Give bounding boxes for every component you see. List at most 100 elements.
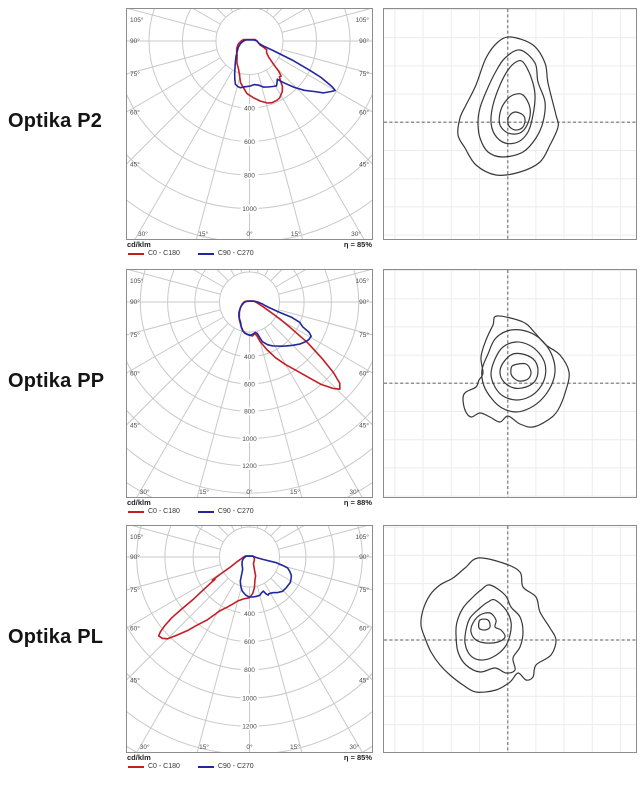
angle-tick-label: 45° [130, 422, 140, 430]
angle-tick-label: 105° [356, 16, 370, 24]
angle-tick-label: 60° [130, 369, 140, 377]
isocandela-contour-level-3 [490, 59, 536, 145]
polar-legend: cd/klm η = 85% C0 - C180 C90 - C270 [126, 753, 373, 771]
radial-tick-label: 400 [244, 105, 255, 112]
angle-tick-label: 45° [130, 677, 140, 685]
angle-tick-label: 105° [356, 533, 370, 541]
angle-tick-label: 0° [246, 488, 253, 496]
c0-c180-curve [235, 38, 284, 104]
radial-tick-label: 400 [244, 354, 255, 361]
angle-tick-label: 90° [359, 37, 369, 45]
angle-tick-label: 15° [291, 230, 301, 238]
radial-tick-label: 800 [244, 667, 255, 674]
isocandela-contour-level-5 [477, 618, 491, 631]
angle-tick-label: 90° [130, 553, 140, 561]
isocandela-contour-level-2 [477, 49, 546, 158]
radial-tick-label: 1200 [242, 724, 257, 731]
angle-tick-label: 30° [351, 230, 361, 238]
c90-c270-swatch [197, 252, 214, 256]
angle-tick-label: 105° [130, 533, 144, 541]
polar-intensity-chart: 400 600 800 1000 1200 105° 105° 90° 90° 75° 75° 60°… [126, 525, 373, 753]
isocandela-contour-level-2 [455, 584, 524, 674]
isocandela-contour-level-2 [481, 329, 556, 413]
angle-tick-label: 105° [130, 277, 144, 285]
polar-grid: 400 600 800 1000 105° 105° 90° 90° 75° 75° 60° 60° 4… [127, 9, 372, 239]
polar-grid: 400 600 800 1000 1200 105° 105° 90° 90° 75° 75° 60°… [127, 270, 372, 497]
polar-intensity-chart: 400 600 800 1000 1200 105° 105° 90° 90° 75° 75° 60°… [126, 269, 373, 498]
angle-tick-label: 15° [290, 488, 300, 496]
legend-item-c90: C90 - C270 [217, 763, 254, 770]
c90-c270-curve [238, 300, 312, 347]
isocandela-contour-level-1 [462, 315, 570, 428]
isocandela-contour-level-4 [470, 612, 506, 644]
angle-tick-label: 75° [130, 331, 140, 339]
efficiency-label: η = 88% [343, 498, 372, 507]
angle-tick-label: 15° [199, 743, 209, 751]
radial-tick-label: 1000 [242, 206, 257, 213]
isocandela-contour-level-1 [457, 36, 559, 176]
angle-tick-label: 30° [349, 743, 359, 751]
angle-tick-label: 15° [198, 230, 208, 238]
angle-tick-label: 105° [356, 277, 370, 285]
angle-tick-label: 30° [140, 743, 150, 751]
isocandela-contour-chart [383, 8, 637, 240]
unit-label: cd/klm [127, 240, 151, 249]
angle-tick-label: 75° [359, 70, 369, 78]
angle-tick-label: 15° [290, 743, 300, 751]
radial-tick-label: 1000 [242, 695, 257, 702]
angle-tick-label: 90° [130, 298, 140, 306]
angle-tick-label: 60° [359, 108, 369, 116]
radial-tick-label: 600 [244, 139, 255, 146]
product-label-optika-pl: Optika PL [8, 626, 104, 648]
radial-tick-label: 400 [244, 611, 255, 618]
angle-tick-label: 0° [246, 230, 253, 238]
angle-tick-label: 60° [359, 369, 369, 377]
angle-tick-label: 0° [246, 743, 253, 751]
legend-item-c90: C90 - C270 [217, 508, 254, 515]
legend-item-c0: C0 - C180 [148, 508, 180, 515]
legend-item-c90: C90 - C270 [217, 250, 254, 257]
polar-grid: 400 600 800 1000 1200 105° 105° 90° 90° 75° 75° 60°… [127, 526, 372, 752]
c0-c180-swatch [128, 765, 144, 769]
angle-tick-label: 45° [130, 161, 140, 169]
angle-tick-label: 75° [130, 70, 140, 78]
efficiency-label: η = 85% [343, 240, 372, 249]
angle-tick-label: 45° [359, 422, 369, 430]
angle-tick-label: 60° [130, 624, 140, 632]
angle-tick-label: 30° [349, 488, 359, 496]
angle-tick-label: 45° [359, 161, 369, 169]
c90-c270-curve [233, 39, 336, 94]
c90-c270-swatch [197, 510, 214, 514]
angle-tick-label: 75° [130, 586, 140, 594]
c90-c270-curve [239, 555, 293, 598]
unit-label: cd/klm [127, 498, 151, 507]
isocandela-contour-chart [383, 525, 637, 753]
isocandela-contour-level-1 [420, 557, 557, 693]
c0-c180-swatch [128, 510, 144, 514]
isocandela-contour-level-3 [490, 341, 547, 401]
radial-tick-label: 800 [244, 409, 255, 416]
radial-tick-label: 600 [244, 639, 255, 646]
radial-tick-label: 1000 [242, 436, 257, 443]
polar-legend: cd/klm η = 85% C0 - C180 C90 - C270 [126, 240, 373, 258]
legend-item-c0: C0 - C180 [148, 250, 180, 257]
angle-tick-label: 15° [199, 488, 209, 496]
efficiency-label: η = 85% [343, 753, 372, 762]
angle-tick-label: 90° [359, 298, 369, 306]
isocandela-contour-chart [383, 269, 637, 498]
angle-tick-label: 105° [130, 16, 144, 24]
angle-tick-label: 30° [138, 230, 148, 238]
isocandela-contour-level-5 [507, 111, 526, 131]
angle-tick-label: 75° [359, 331, 369, 339]
polar-legend: cd/klm η = 88% C0 - C180 C90 - C270 [126, 498, 373, 516]
isocandela-contour-level-4 [499, 352, 539, 389]
angle-tick-label: 90° [130, 37, 140, 45]
isocandela-contour-level-3 [464, 598, 512, 661]
product-label-optika-p2: Optika P2 [8, 110, 103, 132]
radial-tick-label: 1200 [242, 463, 257, 470]
angle-tick-label: 60° [130, 108, 140, 116]
c0-c180-swatch [128, 252, 144, 256]
c0-c180-curve [157, 555, 257, 640]
angle-tick-label: 90° [359, 553, 369, 561]
